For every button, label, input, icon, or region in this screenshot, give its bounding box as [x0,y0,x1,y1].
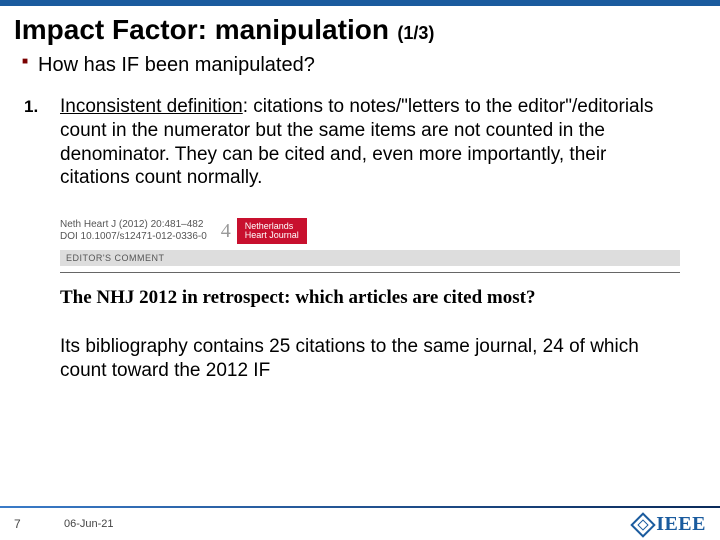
meta-line-2: DOI 10.1007/s12471-012-0336-0 [60,231,207,243]
ieee-text: IEEE [656,513,706,536]
logo-bot: Heart Journal [245,231,299,240]
journal-logo-num: 4 [221,220,231,243]
figure-section-bar: EDITOR'S COMMENT [60,250,680,266]
journal-logo: 4 Netherlands Heart Journal [221,218,307,244]
footer: 7 06-Jun-21 IEEE [0,508,720,540]
figure-headline: The NHJ 2012 in retrospect: which articl… [60,287,680,309]
journal-figure: Neth Heart J (2012) 20:481–482 DOI 10.10… [60,218,680,273]
ieee-diamond-icon [630,512,655,537]
figure-meta: Neth Heart J (2012) 20:481–482 DOI 10.10… [60,219,207,243]
page-date: 06-Jun-21 [64,518,114,530]
bullet-text: How has IF been manipulated? [38,54,315,76]
item-marker: 1. [24,97,38,117]
followup-text: Its bibliography contains 25 citations t… [60,335,680,383]
figure-top: Neth Heart J (2012) 20:481–482 DOI 10.10… [60,218,680,244]
meta-line-1: Neth Heart J (2012) 20:481–482 [60,219,207,231]
page-number: 7 [14,517,44,531]
ieee-logo: IEEE [634,513,706,536]
item-term: Inconsistent definition [60,96,243,117]
slide-counter: (1/3) [397,23,434,43]
slide: Impact Factor: manipulation (1/3) How ha… [0,0,720,540]
bullet-row: How has IF been manipulated? [0,52,720,87]
slide-title: Impact Factor: manipulation [14,14,389,45]
numbered-item-1: 1. Inconsistent definition: citations to… [0,87,720,200]
title-row: Impact Factor: manipulation (1/3) [0,6,720,52]
journal-logo-box: Netherlands Heart Journal [237,218,307,244]
item-body: Inconsistent definition: citations to no… [60,95,680,190]
